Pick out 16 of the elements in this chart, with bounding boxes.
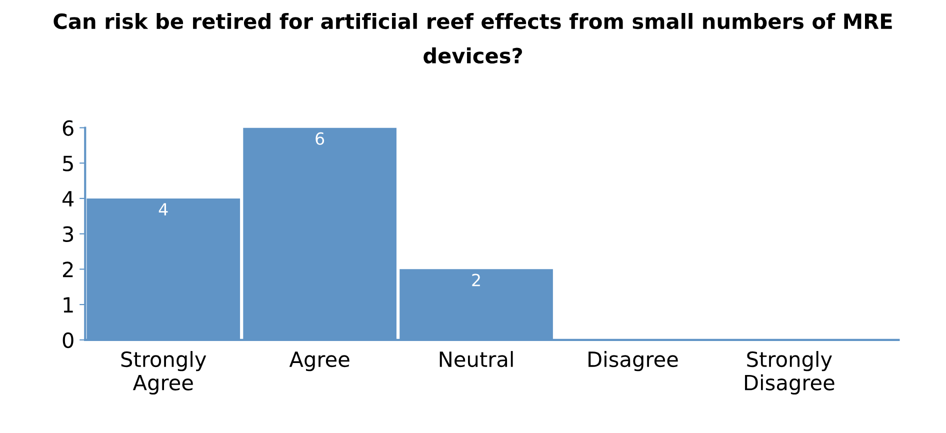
x-tick-label: Disagree: [588, 351, 678, 372]
y-tick-label: 0: [62, 332, 74, 348]
data-label: 2: [472, 274, 480, 286]
y-tick-label: 5: [63, 156, 73, 172]
y-tick-label: 1: [64, 297, 73, 312]
x-tick-label: Neutral: [440, 351, 513, 368]
x-tick-label: Strongly Disagree: [745, 351, 834, 395]
data-label: 6: [316, 132, 324, 145]
chart-title: Can risk be retired for artificial reef effects from small numbers of MRE devices?: [54, 12, 892, 64]
x-tick-label: Strongly Agree: [121, 351, 206, 395]
y-tick-label: 2: [62, 262, 73, 278]
y-tick-label: 6: [62, 120, 74, 136]
y-tick-label: 3: [63, 226, 74, 242]
y-tick-label: 4: [62, 191, 74, 206]
data-label: 4: [158, 203, 168, 216]
x-tick-label: Agree: [289, 352, 350, 372]
